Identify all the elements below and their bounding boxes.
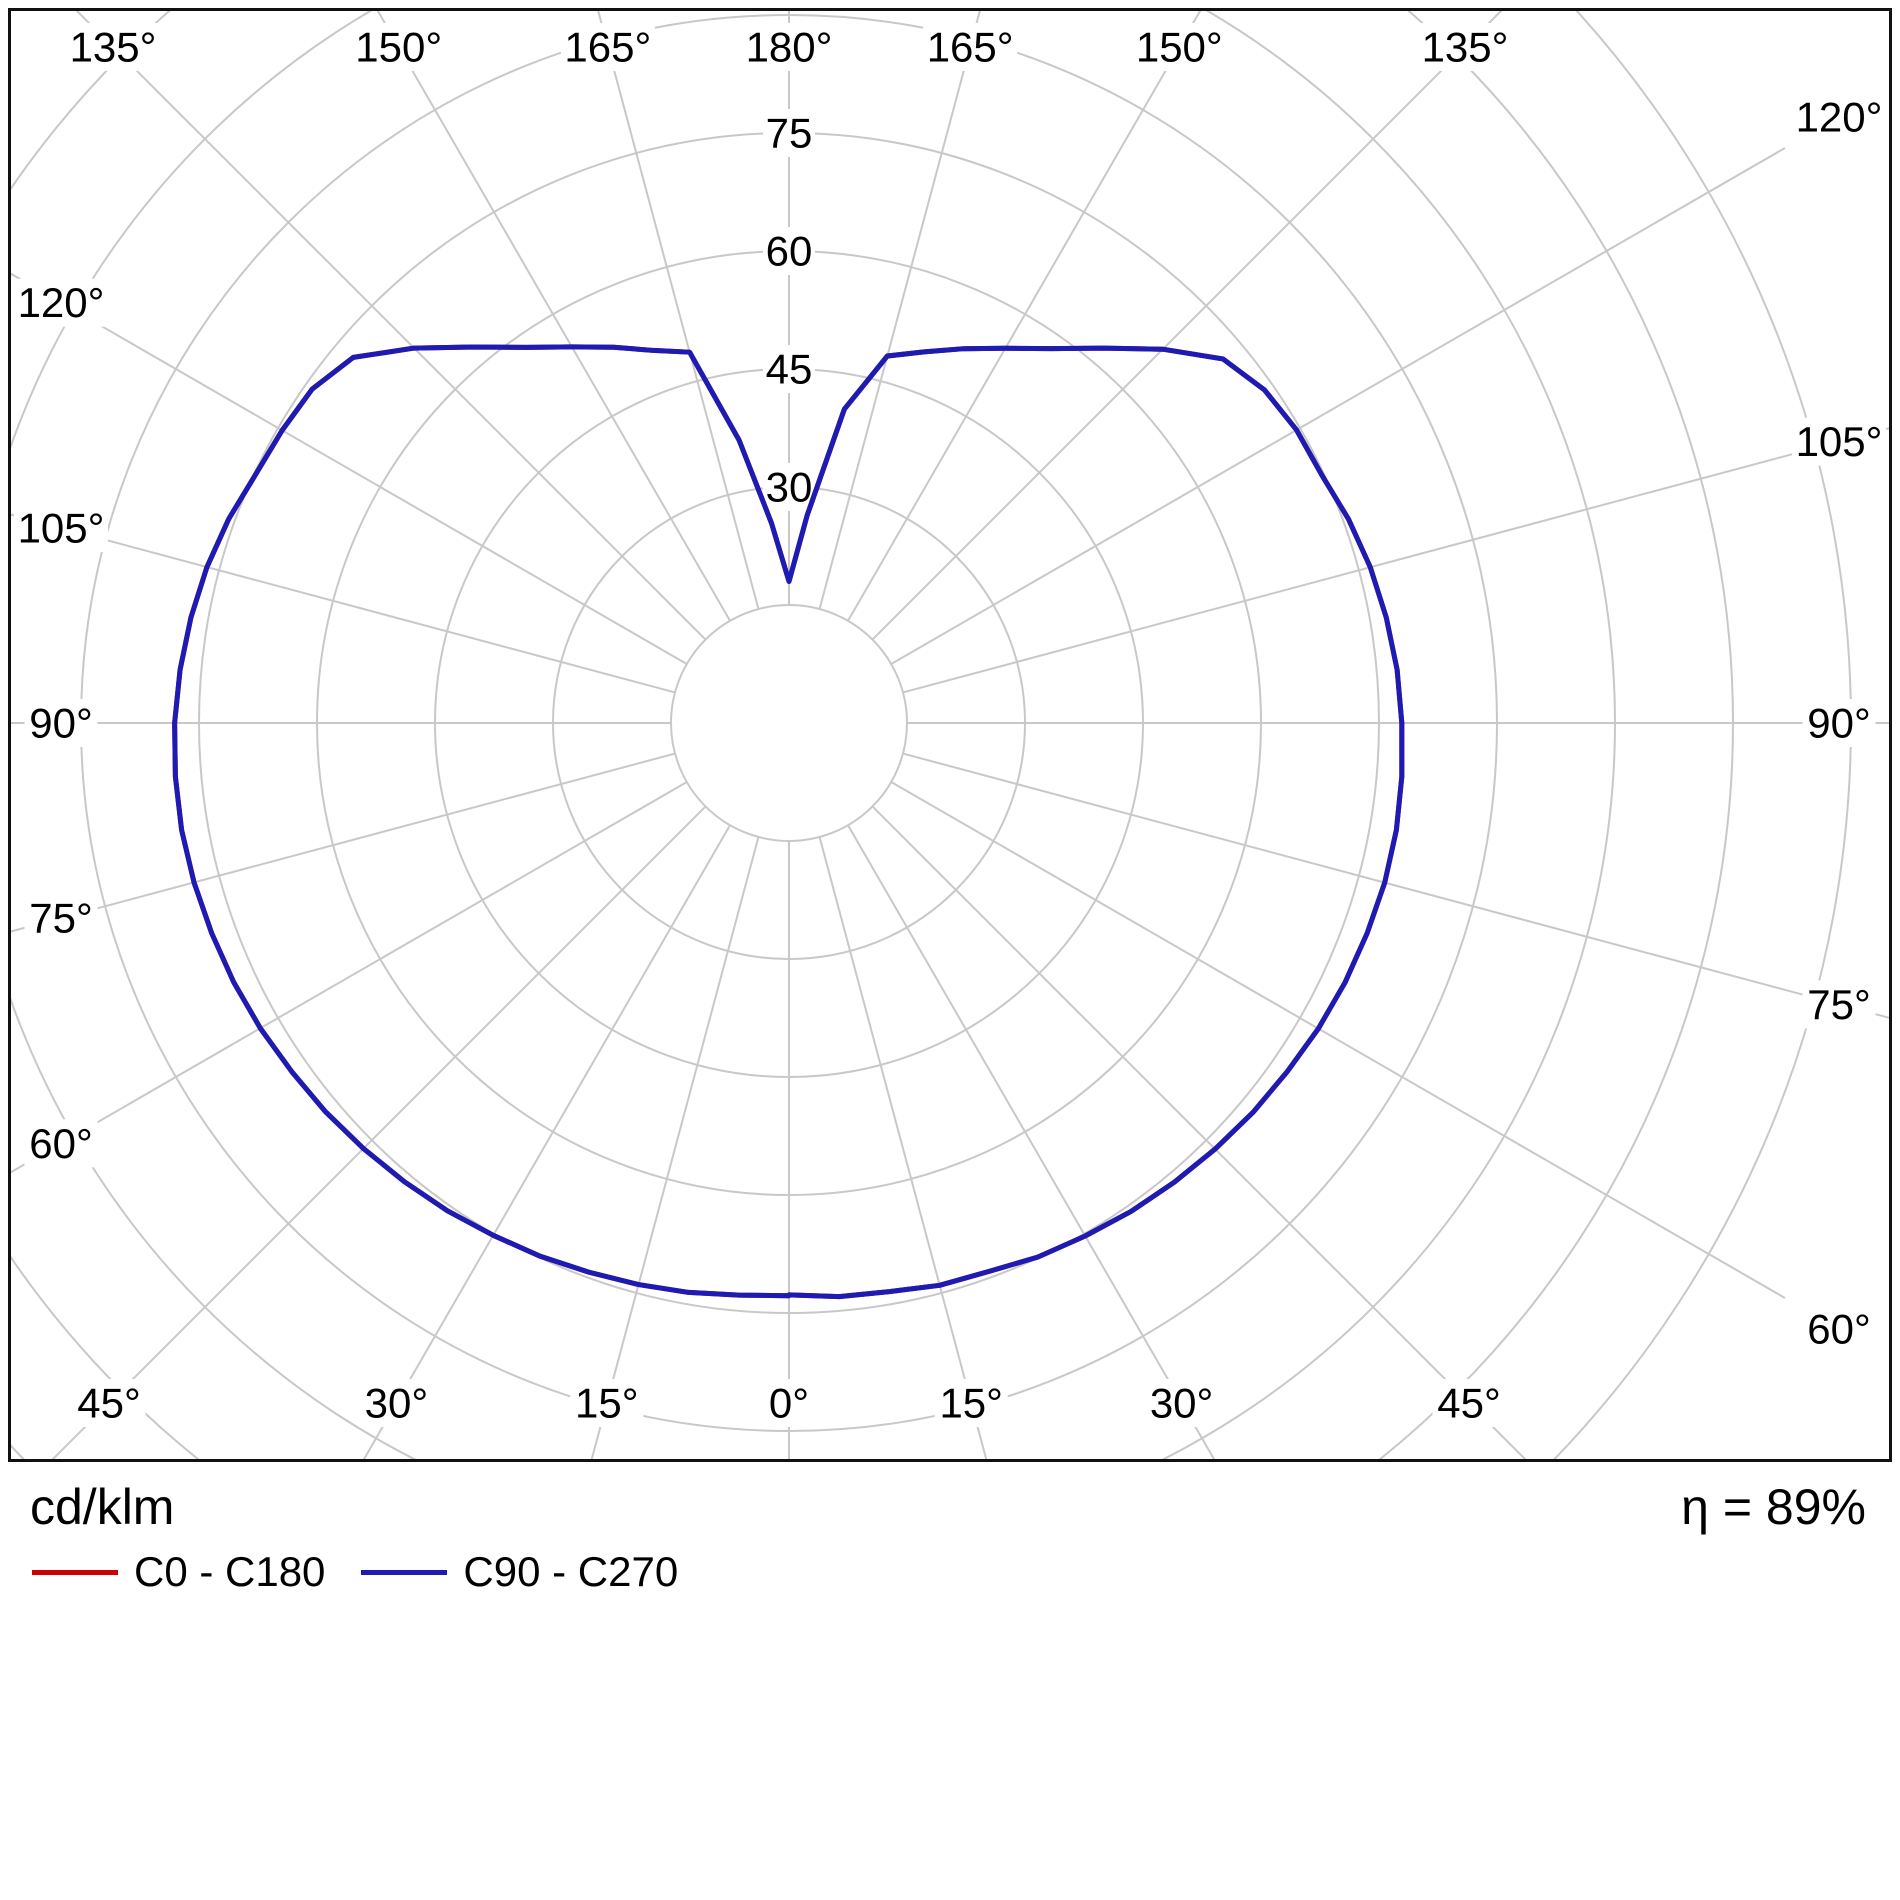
angle-label: 15° (939, 1380, 1003, 1427)
efficiency-label: η = 89% (1681, 1479, 1866, 1535)
angle-label: 15° (575, 1380, 639, 1427)
polar-grid-spoke (818, 836, 988, 1459)
angle-label: 75° (1807, 981, 1871, 1028)
ring-value-label: 75 (766, 110, 813, 157)
angle-label-bg (1432, 1379, 1506, 1427)
angle-label: 45° (77, 1380, 141, 1427)
angle-label-bg (1802, 1305, 1876, 1354)
polar-grid-spoke (847, 11, 1202, 622)
angle-label-bg (1418, 23, 1512, 71)
angle-label: 45° (1437, 1380, 1501, 1427)
intensity-curve-c90-c270 (172, 344, 1405, 1300)
ring-value-label: 45 (766, 346, 813, 393)
angle-label-bg (570, 1379, 644, 1427)
angle-label-bg (24, 1119, 98, 1168)
legend-label-c90-c270: C90 - C270 (463, 1548, 679, 1595)
polar-grid-spoke (11, 513, 676, 694)
legend-swatch-c90-c270 (361, 1569, 448, 1575)
polar-grid-spoke (818, 11, 981, 610)
angle-label: 120° (18, 279, 105, 326)
ring-value-label: 30 (766, 464, 813, 511)
polar-grid-ring (11, 11, 1852, 1459)
angle-label-bg (1792, 92, 1886, 141)
angle-label-bg (1145, 1379, 1219, 1427)
polar-grid-spoke (597, 11, 760, 610)
polar-grid-spoke (376, 11, 731, 622)
angle-label: 60° (29, 1120, 93, 1167)
angle-label: 150° (1136, 24, 1223, 71)
angle-label: 180° (746, 24, 833, 71)
polar-grid-spoke (902, 752, 1889, 1019)
angle-label-bg (66, 23, 160, 71)
polar-grid-spoke (11, 781, 688, 1174)
angle-label: 135° (70, 24, 157, 71)
angle-label: 90° (29, 700, 93, 747)
angle-label: 30° (1150, 1380, 1214, 1427)
angle-label: 165° (564, 24, 651, 71)
polar-grid-spoke (871, 11, 1503, 641)
ring-value-label: 60 (766, 228, 813, 275)
polar-grid-spoke (11, 272, 688, 665)
polar-grid-spoke (75, 11, 707, 641)
polar-grid-spoke (890, 781, 1786, 1299)
angle-label: 150° (355, 24, 442, 71)
legend: C0 - C180 C90 - C270 (32, 1548, 714, 1596)
angle-label: 120° (1796, 93, 1883, 140)
ring-value-label-bg (763, 345, 815, 393)
angle-label-bg (934, 1379, 1008, 1427)
polar-grid-spoke (847, 824, 1216, 1459)
unit-label: cd/klm (30, 1479, 175, 1535)
polar-grid-spoke (890, 147, 1786, 665)
polar-grid-spoke (362, 824, 731, 1459)
legend-swatch-c0-c180 (32, 1569, 118, 1575)
angle-label-bg (923, 23, 1018, 71)
polar-grid-spoke (11, 752, 676, 933)
angle-label-bg (24, 699, 98, 747)
polar-grid-spoke (871, 805, 1527, 1459)
polar-grid-ring (670, 604, 908, 842)
angle-label-bg (1792, 417, 1886, 466)
angle-label-bg (1132, 23, 1227, 71)
angle-label-bg (359, 1379, 433, 1427)
polar-chart-frame: 30 45 60 75 0° 15° 15° 30° 30° 45° 45° 60° 60° 75° 75°… (8, 8, 1892, 1462)
angle-label-bg (560, 23, 655, 71)
legend-label-c0-c180: C0 - C180 (134, 1548, 326, 1595)
angle-label: 60° (1807, 1306, 1871, 1353)
angle-label-bg (14, 503, 108, 552)
angle-label-bg (1802, 980, 1876, 1029)
ring-value-label-bg (763, 227, 815, 275)
angle-label: 30° (365, 1380, 429, 1427)
ring-value-label-bg (763, 109, 815, 157)
polar-grid-spoke (902, 427, 1889, 694)
angle-label-bg (24, 894, 98, 943)
angle-label: 105° (18, 504, 105, 551)
angle-label: 75° (29, 895, 93, 942)
angle-label: 90° (1807, 700, 1871, 747)
angle-label: 0° (769, 1380, 809, 1427)
angle-label: 135° (1422, 24, 1509, 71)
angle-label-bg (72, 1379, 146, 1427)
angle-label-bg (742, 23, 836, 71)
angle-label: 105° (1796, 418, 1883, 465)
polar-chart-svg: 30 45 60 75 0° 15° 15° 30° 30° 45° 45° 60° 60° 75° 75°… (11, 11, 1889, 1459)
angle-label-bg (351, 23, 446, 71)
angle-label-bg (1802, 699, 1876, 747)
angle-label: 165° (927, 24, 1014, 71)
polar-grid-spoke (590, 836, 760, 1459)
angle-label-bg (763, 1379, 815, 1427)
angle-label-bg (14, 278, 108, 327)
ring-value-label-bg (763, 463, 815, 511)
